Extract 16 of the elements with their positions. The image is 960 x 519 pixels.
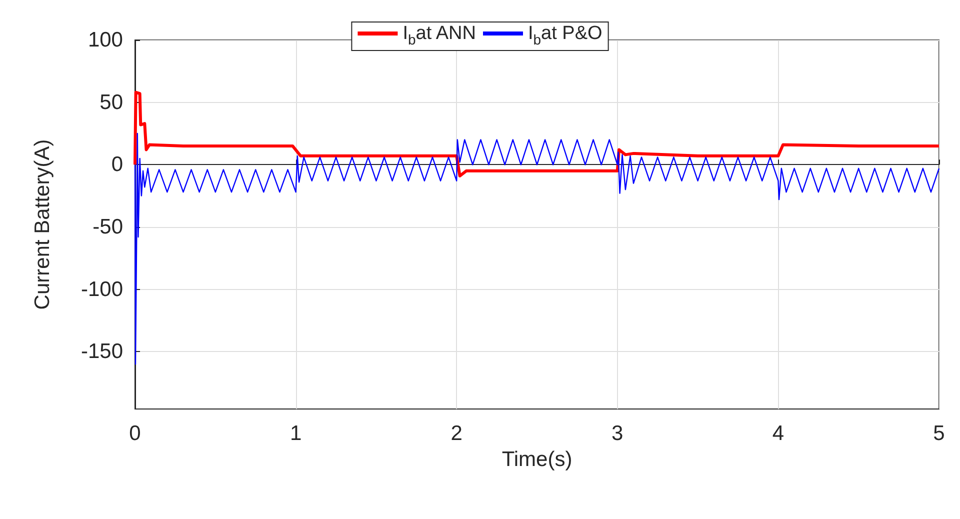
x-axis-title: Time(s) — [502, 448, 572, 471]
x-tick-label: 1 — [290, 422, 302, 445]
y-tick-label: 50 — [100, 90, 123, 114]
y-axis-title: Current Battery(A) — [31, 139, 54, 310]
line-series — [134, 132, 940, 365]
y-tick-label: -100 — [80, 278, 123, 301]
x-tick-label: 0 — [129, 422, 141, 445]
y-tick-label: -150 — [80, 340, 123, 364]
x-tick-label: 2 — [450, 422, 462, 445]
line-series — [134, 90, 940, 178]
y-tick-label: -50 — [92, 215, 123, 238]
x-tick-label: 4 — [772, 422, 784, 445]
x-tick-label: 3 — [612, 422, 624, 445]
y-tick-label: 0 — [111, 153, 123, 176]
y-tick-label: 100 — [88, 28, 123, 52]
x-tick-label: 5 — [933, 422, 945, 445]
